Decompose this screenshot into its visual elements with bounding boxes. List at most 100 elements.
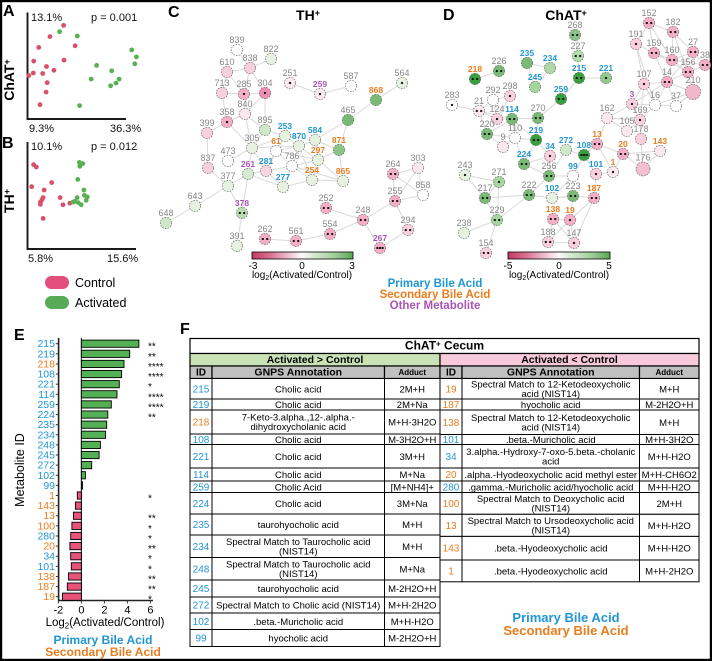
svg-text:99: 99 xyxy=(43,480,55,492)
svg-text:M+H-H2O: M+H-H2O xyxy=(648,521,691,532)
svg-text:587: 587 xyxy=(343,71,358,81)
svg-text:110: 110 xyxy=(508,123,522,133)
svg-text:391: 391 xyxy=(229,231,244,241)
svg-text:217: 217 xyxy=(477,183,492,193)
svg-text:138: 138 xyxy=(37,571,55,583)
svg-text:**: ** xyxy=(148,342,156,353)
svg-text:M+Na: M+Na xyxy=(399,470,425,481)
svg-text:281: 281 xyxy=(259,156,273,166)
svg-text:221: 221 xyxy=(37,379,55,391)
svg-text:34: 34 xyxy=(445,452,457,463)
svg-text:3M+Na: 3M+Na xyxy=(397,499,429,510)
svg-text:2M+Na: 2M+Na xyxy=(397,400,429,411)
svg-text:99: 99 xyxy=(195,634,207,645)
svg-text:229: 229 xyxy=(489,205,504,215)
svg-text:259: 259 xyxy=(37,399,55,411)
svg-text:182: 182 xyxy=(665,17,680,27)
svg-text:Adduct: Adduct xyxy=(655,368,683,377)
svg-text:245: 245 xyxy=(528,72,542,82)
svg-text:(NIST14): (NIST14) xyxy=(279,569,318,580)
svg-text:105: 105 xyxy=(619,116,634,126)
svg-text:224: 224 xyxy=(517,149,531,159)
svg-text:19: 19 xyxy=(43,591,55,603)
svg-text:Cholic acid: Cholic acid xyxy=(275,400,321,411)
svg-text:Secondary Bile Acid: Secondary Bile Acid xyxy=(380,289,491,301)
svg-text:M-3H2O+H: M-3H2O+H xyxy=(388,435,436,446)
svg-text:ID: ID xyxy=(196,368,206,379)
svg-text:-2: -2 xyxy=(54,605,64,617)
svg-text:M+H: M+H xyxy=(402,542,422,553)
svg-text:13.1%: 13.1% xyxy=(31,12,62,24)
svg-text:259: 259 xyxy=(193,482,210,493)
svg-text:147: 147 xyxy=(566,228,581,238)
svg-text:259: 259 xyxy=(313,79,327,89)
svg-text:234: 234 xyxy=(543,53,557,63)
svg-text:292: 292 xyxy=(485,85,500,95)
svg-text:187: 187 xyxy=(587,183,601,193)
svg-text:(NIST14): (NIST14) xyxy=(531,525,570,536)
svg-text:hyocholic acid: hyocholic acid xyxy=(521,400,581,411)
svg-text:13: 13 xyxy=(43,510,55,522)
svg-text:268: 268 xyxy=(567,20,582,30)
svg-text:839: 839 xyxy=(229,35,244,45)
svg-text:19: 19 xyxy=(565,205,575,215)
svg-text:6: 6 xyxy=(147,605,153,617)
svg-text:248: 248 xyxy=(193,564,210,575)
svg-text:Spectral Match to Cholic acid: Spectral Match to Cholic acid (NIST14) xyxy=(216,601,380,612)
svg-text:p = 0.001: p = 0.001 xyxy=(91,12,137,24)
svg-text:358: 358 xyxy=(219,107,234,117)
svg-text:100: 100 xyxy=(443,499,460,510)
svg-text:222: 222 xyxy=(521,180,536,190)
svg-text:M+H-H2O: M+H-H2O xyxy=(648,482,691,493)
svg-text:M+H-3H2O: M+H-3H2O xyxy=(645,435,693,446)
svg-text:283: 283 xyxy=(444,90,459,100)
svg-text:1: 1 xyxy=(448,566,454,577)
svg-text:ChAT+: ChAT+ xyxy=(1,59,17,101)
svg-text:Cholic acid: Cholic acid xyxy=(275,499,321,510)
svg-text:**: ** xyxy=(148,413,156,424)
svg-text:160: 160 xyxy=(664,45,679,55)
svg-text:2: 2 xyxy=(101,605,107,617)
svg-text:156: 156 xyxy=(680,57,695,67)
svg-text:**: ** xyxy=(148,585,156,596)
svg-text:554: 554 xyxy=(322,219,337,229)
svg-text:.beta.-Hyodeoxycholic acid: .beta.-Hyodeoxycholic acid xyxy=(494,566,608,577)
svg-text:.alpha.-Hyodeoxycholic acid me: .alpha.-Hyodeoxycholic acid methyl ester xyxy=(464,470,637,481)
svg-text:3: 3 xyxy=(349,261,355,272)
svg-text:399: 399 xyxy=(199,118,214,128)
svg-text:378: 378 xyxy=(235,198,249,208)
svg-text:5.8%: 5.8% xyxy=(28,253,53,265)
svg-text:7-Keto-3.alpha.,12-.alpha.-: 7-Keto-3.alpha.,12-.alpha.- xyxy=(242,413,355,424)
svg-text:M+H-2H2O: M+H-2H2O xyxy=(388,601,436,612)
svg-text:261: 261 xyxy=(241,159,255,169)
svg-text:138: 138 xyxy=(443,418,460,429)
svg-text:221: 221 xyxy=(599,63,613,73)
svg-text:297: 297 xyxy=(311,145,325,155)
svg-text:(NIST14): (NIST14) xyxy=(531,503,570,514)
svg-text:.gamma.-Muricholic acid/hyocho: .gamma.-Muricholic acid/hyocholic acid xyxy=(468,482,633,493)
svg-text:210: 210 xyxy=(685,75,700,85)
svg-text:M-2H2O+H: M-2H2O+H xyxy=(388,634,436,645)
svg-text:.beta.-Muricholic acid: .beta.-Muricholic acid xyxy=(253,617,343,628)
svg-text:245: 245 xyxy=(37,450,55,462)
svg-text:38: 38 xyxy=(700,50,710,60)
svg-text:36.3%: 36.3% xyxy=(110,123,141,135)
svg-text:262: 262 xyxy=(257,224,272,234)
svg-text:294: 294 xyxy=(400,215,415,225)
svg-text:acid (NIST14): acid (NIST14) xyxy=(521,389,580,400)
svg-text:****: **** xyxy=(148,392,164,403)
svg-text:*: * xyxy=(148,564,152,575)
svg-text:0: 0 xyxy=(78,605,84,617)
svg-text:3.alpha.-Hydroxy-7-oxo-5.beta.: 3.alpha.-Hydroxy-7-oxo-5.beta.-cholanic xyxy=(466,447,635,458)
svg-text:643: 643 xyxy=(187,191,202,201)
svg-text:A: A xyxy=(3,3,15,20)
svg-text:838: 838 xyxy=(242,53,257,63)
svg-text:248: 248 xyxy=(355,205,370,215)
svg-text:610: 610 xyxy=(219,57,234,67)
svg-text:143: 143 xyxy=(37,500,55,512)
svg-text:15.6%: 15.6% xyxy=(107,253,138,265)
svg-text:-3: -3 xyxy=(249,261,258,272)
svg-text:648: 648 xyxy=(158,208,173,218)
svg-text:M+H: M+H xyxy=(659,418,679,429)
svg-text:Cholic acid: Cholic acid xyxy=(275,452,321,463)
